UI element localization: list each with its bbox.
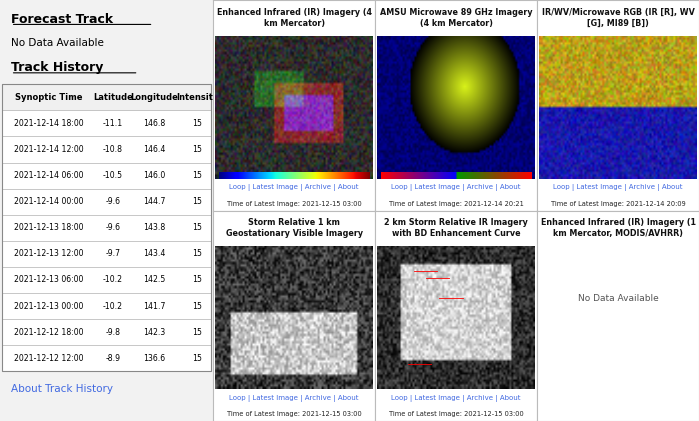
Bar [2,215,211,241]
Text: -10.2: -10.2 [103,275,123,285]
Text: IR/WV/Microwave RGB (IR [R], WV
[G], MI89 [B]): IR/WV/Microwave RGB (IR [R], WV [G], MI8… [542,8,695,28]
Text: -9.8: -9.8 [106,328,120,337]
Text: Longitude: Longitude [131,93,178,102]
Text: -10.5: -10.5 [103,171,123,180]
Text: Synoptic Time: Synoptic Time [15,93,82,102]
Text: Loop | Latest Image | Archive | About: Loop | Latest Image | Archive | About [391,395,521,402]
Bar [2,84,211,110]
Text: Intensity: Intensity [176,93,218,102]
Text: 15: 15 [192,119,202,128]
Bar [2,84,211,371]
Bar [2,189,211,215]
Text: -8.9: -8.9 [106,354,120,363]
Text: 15: 15 [192,145,202,154]
Text: 143.8: 143.8 [143,223,166,232]
Text: 2021-12-14 12:00: 2021-12-14 12:00 [14,145,84,154]
Text: 2021-12-13 12:00: 2021-12-13 12:00 [14,249,84,258]
Text: 15: 15 [192,197,202,206]
Text: 15: 15 [192,301,202,311]
Text: 15: 15 [192,354,202,363]
Text: -11.1: -11.1 [103,119,123,128]
Text: Latitude: Latitude [93,93,133,102]
Text: -9.6: -9.6 [106,223,120,232]
Text: 146.4: 146.4 [143,145,166,154]
Text: Loop | Latest Image | Archive | About: Loop | Latest Image | Archive | About [554,184,683,191]
Text: Enhanced Infrared (IR) Imagery (4
km Mercator): Enhanced Infrared (IR) Imagery (4 km Mer… [217,8,372,28]
Text: Time of Latest Image: 2021-12-15 03:00: Time of Latest Image: 2021-12-15 03:00 [226,200,361,207]
Text: 146.8: 146.8 [143,119,166,128]
Text: 2021-12-13 18:00: 2021-12-13 18:00 [14,223,84,232]
Text: Track History: Track History [10,61,103,74]
Text: 142.5: 142.5 [143,275,166,285]
Text: 15: 15 [192,223,202,232]
Bar [2,163,211,189]
Text: Time of Latest Image: 2021-12-15 03:00: Time of Latest Image: 2021-12-15 03:00 [226,411,361,417]
Text: 144.7: 144.7 [143,197,166,206]
Text: 141.7: 141.7 [143,301,166,311]
Text: -9.6: -9.6 [106,197,120,206]
Text: Time of Latest Image: 2021-12-14 20:09: Time of Latest Image: 2021-12-14 20:09 [551,200,686,207]
Text: 15: 15 [192,275,202,285]
Text: 2021-12-13 06:00: 2021-12-13 06:00 [15,275,84,285]
Text: 2021-12-12 18:00: 2021-12-12 18:00 [14,328,84,337]
Text: Storm Relative 1 km
Geostationary Visible Imagery: Storm Relative 1 km Geostationary Visibl… [226,218,363,238]
Text: 15: 15 [192,249,202,258]
Bar [2,319,211,345]
Text: -10.2: -10.2 [103,301,123,311]
Text: 2 km Storm Relative IR Imagery
with BD Enhancement Curve: 2 km Storm Relative IR Imagery with BD E… [384,218,528,238]
Text: Enhanced Infrared (IR) Imagery (1
km Mercator, MODIS/AVHRR): Enhanced Infrared (IR) Imagery (1 km Mer… [540,218,696,238]
Text: -9.7: -9.7 [106,249,120,258]
Bar [2,241,211,267]
Text: 2021-12-12 12:00: 2021-12-12 12:00 [14,354,84,363]
Text: 143.4: 143.4 [143,249,166,258]
Bar [2,293,211,319]
Bar [2,136,211,163]
Text: Time of Latest Image: 2021-12-14 20:21: Time of Latest Image: 2021-12-14 20:21 [389,200,524,207]
Text: 15: 15 [192,328,202,337]
Text: 136.6: 136.6 [143,354,166,363]
Bar [2,267,211,293]
Text: Time of Latest Image: 2021-12-15 03:00: Time of Latest Image: 2021-12-15 03:00 [389,411,524,417]
Text: 2021-12-14 00:00: 2021-12-14 00:00 [14,197,84,206]
Text: 2021-12-14 06:00: 2021-12-14 06:00 [14,171,84,180]
Text: Loop | Latest Image | Archive | About: Loop | Latest Image | Archive | About [229,395,359,402]
Text: Loop | Latest Image | Archive | About: Loop | Latest Image | Archive | About [391,184,521,191]
Text: 15: 15 [192,171,202,180]
Text: 142.3: 142.3 [143,328,166,337]
Text: 2021-12-13 00:00: 2021-12-13 00:00 [15,301,84,311]
Text: About Track History: About Track History [10,384,113,394]
Text: No Data Available: No Data Available [577,294,658,303]
Text: AMSU Microwave 89 GHz Imagery
(4 km Mercator): AMSU Microwave 89 GHz Imagery (4 km Merc… [380,8,533,28]
Bar [2,110,211,136]
Text: No Data Available: No Data Available [10,38,103,48]
Text: -10.8: -10.8 [103,145,123,154]
Text: 146.0: 146.0 [143,171,166,180]
Text: 2021-12-14 18:00: 2021-12-14 18:00 [14,119,84,128]
Text: Loop | Latest Image | Archive | About: Loop | Latest Image | Archive | About [229,184,359,191]
Bar [2,345,211,371]
Text: Forecast Track: Forecast Track [10,13,113,26]
